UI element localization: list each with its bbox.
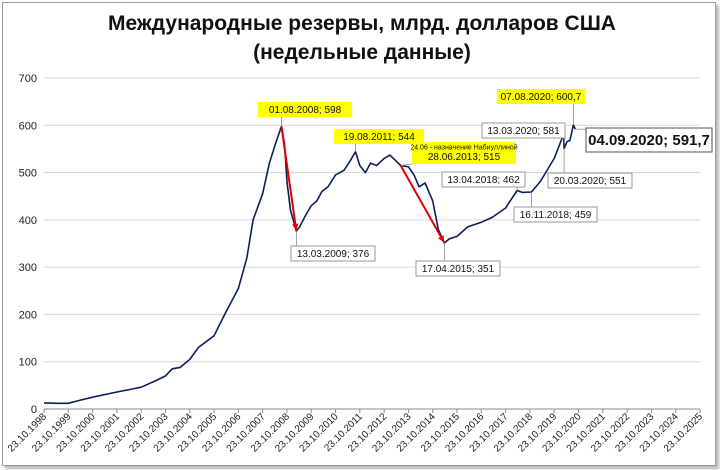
callout-box: [334, 129, 424, 144]
callout-box: [513, 206, 598, 223]
callout-label: 16.11.2018; 459: [520, 210, 592, 221]
callout-label: 28.06.2013; 515: [428, 152, 501, 163]
callout-box: [290, 245, 376, 262]
callout-label: 13.03.2020; 581: [487, 126, 560, 137]
arrow-head: [292, 223, 299, 232]
reserves-line: [43, 124, 577, 405]
y-tick-label: 500: [19, 168, 37, 180]
y-tick-label: 600: [19, 120, 37, 132]
callout-label: 07.08.2020; 600,7: [501, 92, 582, 103]
y-tick-label: 700: [19, 73, 37, 85]
y-tick-label: 100: [19, 357, 37, 369]
drop-arrow: [399, 164, 446, 244]
callout-box: [258, 102, 352, 117]
y-tick-label: 200: [19, 309, 37, 321]
callout-label: 20.03.2020; 551: [554, 176, 627, 187]
chart-frame: [2, 2, 716, 466]
annotations-layer: 01.08.2008; 598 13.03.2009; 376 19.08.2011…: [258, 89, 713, 277]
series-layer: [43, 124, 577, 405]
chart-title: Международные резервы, млрд. долларов СШ…: [108, 12, 616, 35]
callout-label: 01.08.2008; 598: [269, 105, 342, 116]
callout-label: 13.04.2018; 462: [447, 175, 520, 186]
callout-label: 04.09.2020; 591,7: [588, 132, 710, 149]
callout-box: [441, 171, 526, 188]
y-tick-label: 0: [31, 404, 37, 416]
callout-box: [412, 142, 516, 164]
callout-label: 13.03.2009; 376: [297, 249, 370, 260]
callout-box: [585, 127, 713, 153]
y-tick-label: 300: [19, 262, 37, 274]
chart-subtitle: (недельные данные): [253, 41, 471, 64]
callout-label: 19.08.2011; 544: [343, 132, 415, 143]
callout-leader: [400, 163, 413, 166]
callout-box: [481, 122, 566, 139]
arrow-head: [438, 235, 445, 244]
callout-box: [497, 89, 585, 104]
callout-box: [547, 172, 633, 189]
callout-label: 17.04.2015; 351: [422, 264, 495, 275]
callout-note: 24.06 - назначение Набиуллиной: [410, 144, 517, 152]
drop-arrow: [280, 126, 298, 232]
y-tick-label: 400: [19, 215, 37, 227]
callout-box: [415, 260, 501, 277]
gridlines: [44, 77, 700, 363]
arrows-layer: [280, 126, 446, 244]
